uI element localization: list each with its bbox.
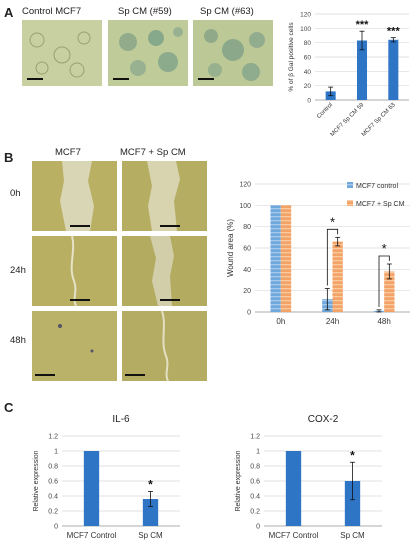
row-label-24h: 24h: [10, 265, 26, 276]
bar-sp-cm-0: [280, 205, 292, 312]
y-tick-label: 0: [307, 98, 311, 105]
micrograph-control-mcf7: [22, 20, 102, 86]
legend-label: MCF7 control: [356, 183, 398, 190]
bar-2: [388, 39, 399, 100]
y-tick-label: 20: [304, 83, 312, 90]
y-tick-label: 80: [243, 224, 251, 231]
image-label-control-mcf7: Control MCF7: [22, 6, 82, 17]
y-tick-label: 1.2: [48, 434, 58, 441]
y-tick-label: 40: [304, 69, 312, 76]
y-tick-label: 0.6: [48, 479, 58, 486]
y-tick-label: 0.6: [250, 479, 260, 486]
y-tick-label: 0: [54, 524, 58, 531]
row-label-0h: 0h: [10, 188, 21, 199]
y-tick-label: 0.2: [250, 509, 260, 516]
bar-sp-cm-2: [384, 271, 395, 312]
scale-bar: [113, 78, 129, 80]
significance-marker: *: [330, 214, 335, 229]
chart-b-wound-area: 0 20 40 60 80 100 120 0h 24h * 48h * Wound area (%) M…: [226, 182, 410, 326]
column-label-mcf7-sp-cm: MCF7 + Sp CM: [120, 147, 186, 158]
scale-bar: [27, 78, 43, 80]
significance-marker: *: [148, 478, 153, 492]
y-axis-label: Relative expression: [235, 450, 242, 511]
micrograph-sp-cm-59: [108, 20, 188, 86]
y-tick-label: 0.2: [48, 509, 58, 516]
scale-bar: [70, 299, 90, 301]
y-tick-label: 1: [54, 449, 58, 456]
x-tick-label: 0h: [276, 317, 285, 326]
x-tick-label: MCF7 Control: [269, 531, 319, 540]
y-tick-label: 0.8: [48, 464, 58, 471]
y-tick-label: 20: [243, 288, 251, 295]
chart-c-cox2: 0 0.2 0.4 0.6 0.8 1 1.2 MCF7 Control * Sp CM Relat…: [235, 414, 382, 540]
column-label-mcf7: MCF7: [55, 147, 81, 158]
y-axis-label: % of β Gal positive cells: [288, 22, 295, 92]
legend-label: MCF7 + Sp CM: [356, 201, 405, 208]
scale-bar: [198, 78, 214, 80]
legend-swatch: [347, 182, 353, 188]
x-tick-label: Sp CM: [340, 531, 365, 540]
bar-1: [344, 481, 361, 526]
significance-bracket: [378, 255, 390, 307]
significance-marker: *: [350, 448, 355, 462]
y-tick-label: 0: [247, 310, 251, 317]
y-tick-label: 1: [256, 449, 260, 456]
bar-1: [356, 40, 368, 100]
panel-b-letter: B: [4, 150, 14, 165]
chart-a-beta-gal: 0 20 40 60 80 100 120 Control *** MCF7 Sp CM 59 **…: [288, 12, 409, 138]
scale-bar: [70, 225, 90, 227]
wound-micrograph-sp-cm-0h: [122, 161, 207, 231]
y-tick-label: 100: [300, 26, 311, 33]
significance-marker: ***: [387, 26, 401, 38]
image-label-sp-cm-63: Sp CM (#63): [200, 6, 254, 17]
significance-marker: ***: [356, 19, 370, 31]
chart-title: COX-2: [308, 414, 339, 425]
bar-1: [142, 499, 159, 526]
panel-c-letter: C: [4, 400, 14, 415]
y-tick-label: 80: [304, 40, 312, 47]
y-tick-label: 1.2: [250, 434, 260, 441]
x-tick-label: MCF7 Sp CM 63: [361, 102, 397, 138]
scale-bar: [160, 299, 180, 301]
row-label-48h: 48h: [10, 335, 26, 346]
y-axis-label: Relative expression: [33, 450, 40, 511]
y-tick-label: 100: [239, 203, 251, 210]
bar-sp-cm-1: [332, 241, 343, 312]
image-label-sp-cm-59: Sp CM (#59): [118, 6, 172, 17]
legend-swatch: [347, 200, 353, 206]
y-axis-label: Wound area (%): [226, 219, 235, 277]
significance-bracket: [326, 228, 339, 286]
x-tick-label: Control: [316, 102, 334, 120]
x-tick-label: Sp CM: [138, 531, 163, 540]
scale-bar: [35, 374, 55, 376]
y-tick-label: 120: [300, 12, 311, 19]
y-tick-label: 120: [239, 182, 251, 189]
y-tick-label: 60: [304, 55, 312, 62]
y-tick-label: 0.4: [250, 494, 260, 501]
bar-control-0: [270, 205, 281, 312]
wound-micrograph-mcf7-24h: [32, 236, 117, 306]
x-tick-label: MCF7 Sp CM 59: [330, 102, 366, 138]
micrograph-sp-cm-63: [193, 20, 273, 86]
bar-0: [285, 451, 302, 526]
x-tick-label: 24h: [326, 317, 339, 326]
wound-micrograph-mcf7-48h: [32, 311, 117, 381]
y-tick-label: 0: [256, 524, 260, 531]
significance-marker: *: [382, 241, 387, 256]
scale-bar: [125, 374, 145, 376]
scale-bar: [160, 225, 180, 227]
wound-micrograph-sp-cm-48h: [122, 311, 207, 381]
y-tick-label: 40: [243, 267, 251, 274]
bar-0: [83, 451, 100, 526]
chart-c-il6: 0 0.2 0.4 0.6 0.8 1 1.2 MCF7 Control * Sp CM Relat…: [33, 414, 180, 540]
wound-micrograph-mcf7-0h: [32, 161, 117, 231]
y-tick-label: 60: [243, 246, 251, 253]
x-tick-label: 48h: [377, 317, 390, 326]
x-tick-label: MCF7 Control: [67, 531, 117, 540]
panel-a-letter: A: [4, 5, 14, 20]
chart-title: IL-6: [112, 414, 130, 425]
y-tick-label: 0.8: [250, 464, 260, 471]
wound-micrograph-sp-cm-24h: [122, 236, 207, 306]
y-tick-label: 0.4: [48, 494, 58, 501]
